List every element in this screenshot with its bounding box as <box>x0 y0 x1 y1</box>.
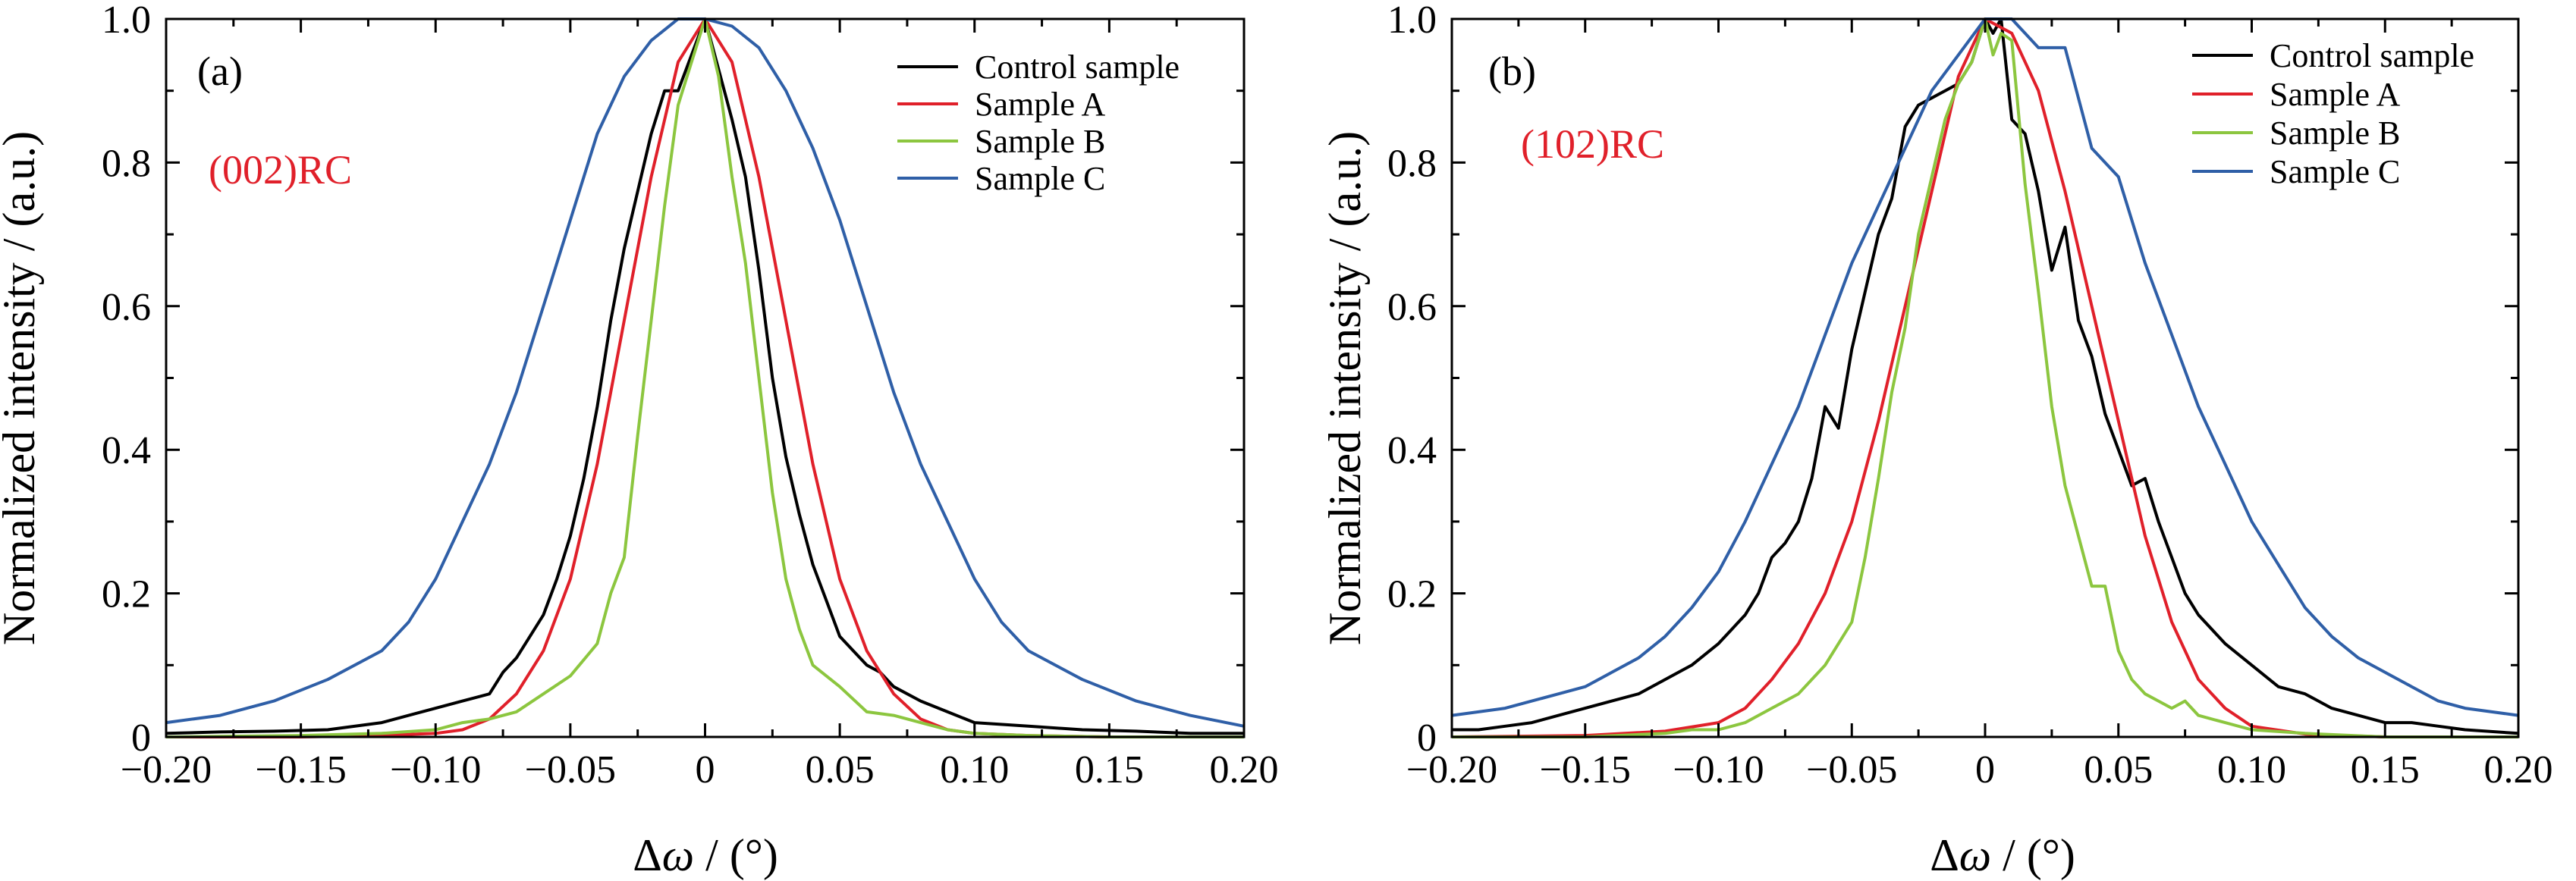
series-line-2 <box>1452 17 2518 738</box>
y-tick-label: 0.6 <box>1387 286 1437 329</box>
chart-panel-b: −0.20 −0.15 −0.10 −0.05 0 0.05 0.10 0.15 0.20 0 0.… <box>1320 0 2553 880</box>
legend-label-2: Sample B <box>975 123 1105 160</box>
x-tick-label: −0.15 <box>1540 748 1631 792</box>
x-axis-title: Δω / (°) <box>633 830 778 880</box>
legend-label-1: Sample A <box>2270 76 2401 113</box>
x-tick-label: 0.15 <box>2351 748 2420 792</box>
x-tick-label: 0 <box>696 748 715 792</box>
panel-label: (a) <box>197 49 243 94</box>
y-tick-label: 0.4 <box>1387 429 1437 472</box>
y-tick-label: 0 <box>1417 716 1437 760</box>
chart-panel-a: −0.20 −0.15 −0.10 −0.05 0 0.05 0.10 0.15 0.20 0 0.… <box>0 0 1279 880</box>
y-tick-label: 0.6 <box>102 286 151 329</box>
series-line-3 <box>1451 17 2519 717</box>
x-tick-label: −0.10 <box>1673 748 1764 792</box>
panel-label: (b) <box>1488 49 1536 94</box>
x-tick-label: 0.10 <box>940 748 1009 792</box>
y-tick-label: 0.2 <box>102 573 151 616</box>
x-tick-label: 0.20 <box>2484 748 2553 792</box>
x-tick-label: 0 <box>1975 748 1995 792</box>
x-tick-label: −0.20 <box>121 748 212 792</box>
x-tick-label: 0.15 <box>1075 748 1144 792</box>
y-tick-label: 0.4 <box>102 429 151 472</box>
legend-label-0: Control sample <box>2270 37 2474 74</box>
x-tick-label: −0.20 <box>1406 748 1497 792</box>
x-axis-title: Δω / (°) <box>1930 830 2075 880</box>
panel-annotation: (002)RC <box>209 147 352 193</box>
axes-layer: −0.20 −0.15 −0.10 −0.05 0 0.05 0.10 0.15 0.20 0 0.… <box>1387 0 2553 792</box>
legend-label-2: Sample B <box>2270 114 2400 152</box>
y-tick-label: 0 <box>131 716 151 760</box>
x-tick-label: −0.05 <box>1806 748 1897 792</box>
panel-annotation: (102)RC <box>1521 121 1664 167</box>
legend-label-0: Control sample <box>975 49 1180 86</box>
x-tick-label: 0.05 <box>806 748 875 792</box>
legend-label-1: Sample A <box>975 86 1106 123</box>
y-axis-title: Normalized intensity / (a.u.) <box>0 131 44 645</box>
axes-layer: −0.20 −0.15 −0.10 −0.05 0 0.05 0.10 0.15 0.20 0 0.… <box>102 0 1279 792</box>
y-axis-title: Normalized intensity / (a.u.) <box>1320 131 1370 645</box>
y-tick-label: 0.8 <box>102 142 151 185</box>
x-tick-label: 0.05 <box>2084 748 2153 792</box>
x-tick-label: −0.05 <box>525 748 616 792</box>
x-tick-label: 0.10 <box>2217 748 2286 792</box>
legend-label-3: Sample C <box>2270 153 2400 190</box>
series-line-0 <box>165 17 1244 735</box>
y-tick-label: 1.0 <box>1387 0 1437 42</box>
x-tick-label: −0.15 <box>255 748 346 792</box>
y-tick-label: 0.2 <box>1387 573 1437 616</box>
x-tick-label: −0.10 <box>390 748 481 792</box>
y-tick-label: 0.8 <box>1387 142 1437 185</box>
legend-label-3: Sample C <box>975 160 1105 197</box>
x-tick-label: 0.20 <box>1210 748 1279 792</box>
y-tick-label: 1.0 <box>102 0 151 42</box>
